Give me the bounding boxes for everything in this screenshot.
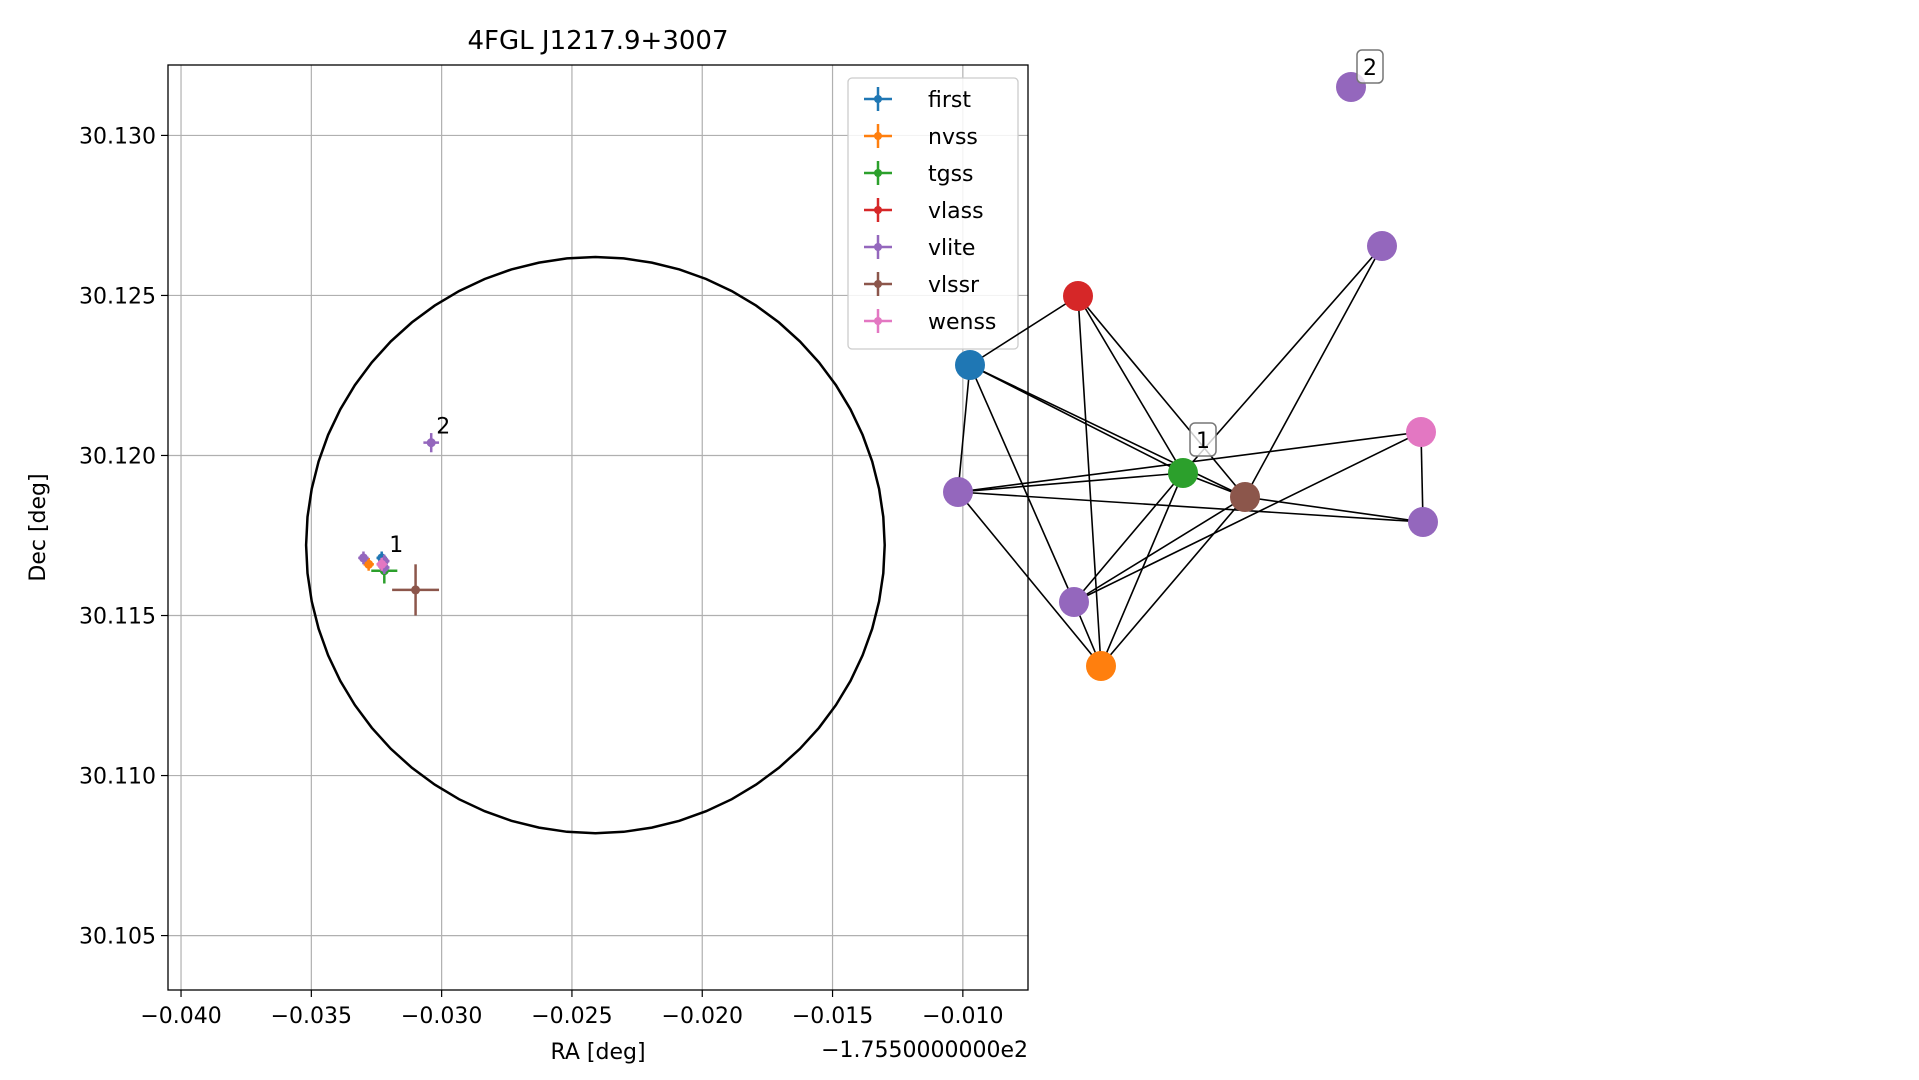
axes-frame <box>167 64 1029 991</box>
data-point-vlssr <box>392 564 440 616</box>
network-edge <box>957 364 971 493</box>
network-node-vlite_d <box>1367 231 1397 261</box>
network-edge <box>1100 496 1246 667</box>
network-edge <box>969 295 1079 366</box>
error-ellipse <box>304 255 886 835</box>
legend-label: nvss <box>928 125 978 150</box>
legend-item-vlssr: vlssr <box>864 272 980 298</box>
point-annotation: 1 <box>389 533 403 558</box>
x-tick-label: −0.040 <box>140 1004 221 1029</box>
legend-box <box>847 77 1019 350</box>
network-labels: 12 <box>1189 49 1384 457</box>
x-tick-label: −0.010 <box>922 1004 1003 1029</box>
data-point-vlite <box>423 433 440 453</box>
network-node-wenss <box>1406 417 1436 447</box>
legend-item-wenss: wenss <box>864 309 996 335</box>
legend-item-nvss: nvss <box>864 124 978 150</box>
network-edge <box>1244 245 1383 498</box>
y-axis-label: Dec [deg] <box>26 473 51 581</box>
legend-label: tgss <box>928 162 974 187</box>
legend-label: vlass <box>928 199 984 224</box>
x-tick-label: −0.030 <box>401 1004 482 1029</box>
data-point-wenss <box>376 557 387 571</box>
legend-item-tgss: tgss <box>864 161 974 187</box>
network-edge <box>957 491 1102 667</box>
network-edge <box>957 472 1184 493</box>
network-node-vlssr <box>1230 482 1260 512</box>
network-edge <box>957 491 1424 523</box>
svg-text:1: 1 <box>1196 429 1210 454</box>
x-tick-label: −0.020 <box>662 1004 743 1029</box>
legend: first nvss tgss vlass vlite vlssr wenss <box>847 77 1019 350</box>
point-annotations: 12 <box>389 414 450 557</box>
network-edge <box>1077 295 1246 498</box>
network-edge <box>1077 295 1184 474</box>
legend-item-first: first <box>864 87 971 113</box>
sky-position-chart: −0.040 −0.035 −0.030 −0.025 −0.020 −0.015 −0.0… <box>26 26 1029 1065</box>
legend-label: vlssr <box>928 273 980 298</box>
network-edge <box>1244 496 1424 523</box>
network-edge <box>1420 431 1424 523</box>
network-edge <box>1073 472 1184 603</box>
network-node-vlite_a <box>943 477 973 507</box>
y-tick-label: 30.120 <box>79 444 156 469</box>
data-point-nvss <box>363 557 374 571</box>
network-node-vlite_c <box>1408 507 1438 537</box>
network-edge <box>969 364 1246 498</box>
network-edge <box>1073 496 1246 603</box>
y-tick-label: 30.125 <box>79 284 156 309</box>
network-edge <box>969 364 1184 474</box>
network-label: 1 <box>1189 422 1217 457</box>
network-node-first <box>955 350 985 380</box>
network-label: 2 <box>1356 49 1384 84</box>
y-tick-label: 30.115 <box>79 605 156 630</box>
chart-title: 4FGL J1217.9+3007 <box>468 26 729 56</box>
y-tick-label: 30.130 <box>79 124 156 149</box>
x-tick-label: −0.015 <box>792 1004 873 1029</box>
legend-label: wenss <box>928 310 996 335</box>
network-edge <box>1073 431 1422 603</box>
network-node-tgss <box>1168 458 1198 488</box>
network-node-nvss <box>1086 651 1116 681</box>
data-points <box>358 433 440 616</box>
x-axis-label: RA [deg] <box>550 1040 645 1065</box>
data-point-vlite <box>358 551 369 565</box>
legend-label: vlite <box>928 236 975 261</box>
svg-text:2: 2 <box>1363 56 1377 81</box>
legend-item-vlite: vlite <box>864 235 975 261</box>
point-annotation: 2 <box>436 414 450 439</box>
legend-item-vlass: vlass <box>864 198 984 224</box>
x-tick-label: −0.025 <box>531 1004 612 1029</box>
x-axis-offset: −1.7550000000e2 <box>821 1038 1028 1063</box>
x-tick-label: −0.035 <box>271 1004 352 1029</box>
y-tick-label: 30.110 <box>79 765 156 790</box>
axis-ticks: −0.040 −0.035 −0.030 −0.025 −0.020 −0.015 −0.0… <box>79 124 1004 1029</box>
legend-label: first <box>928 88 971 113</box>
y-tick-label: 30.105 <box>79 925 156 950</box>
network-node-vlass <box>1063 281 1093 311</box>
crossmatch-network: 12 <box>943 49 1438 681</box>
network-node-vlite_b <box>1059 587 1089 617</box>
